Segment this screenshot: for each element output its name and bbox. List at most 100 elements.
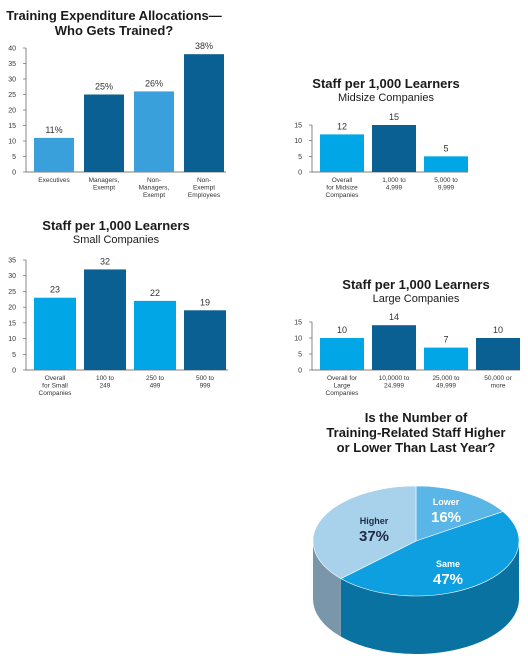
pie-slice-label: Higher [360,516,389,526]
category-label: 9,999 [438,185,455,192]
chart-subtitle: Small Companies [73,234,160,246]
bar [424,156,468,172]
pie-side-same [340,541,519,654]
chart-title: Staff per 1,000 Learners [342,277,489,292]
y-tick-label: 10 [294,138,302,145]
bar [184,310,226,370]
y-tick-label: 0 [298,170,302,177]
pie-slice-value: 16% [431,509,461,526]
category-label: Large [334,383,351,390]
bar-value-label: 38% [195,41,213,51]
category-label: Overall for [327,375,358,382]
category-label: Overall [332,177,353,184]
bar-value-label: 22 [150,288,160,298]
y-tick-label: 10 [8,336,16,343]
category-label: Executives [38,177,70,184]
bar [84,269,126,370]
category-label: Managers, [139,185,170,192]
category-label: 24,999 [384,383,404,390]
category-label: for Midsize [326,185,358,192]
y-tick-label: 25 [8,92,16,99]
pie-slice-label: Same [436,559,460,569]
category-label: Companies [326,192,360,199]
category-label: 10,0000 to [379,375,410,382]
category-label: 100 to [96,375,114,382]
bar-value-label: 10 [493,325,503,335]
bar [84,94,124,172]
category-label: 249 [100,383,111,390]
category-label: 499 [150,383,161,390]
category-label: more [491,383,506,390]
chart-training: Training Expenditure Allocations—Who Get… [6,8,226,199]
pie-slice-label: Lower [433,497,460,507]
y-tick-label: 10 [8,139,16,146]
y-tick-label: 15 [294,123,302,130]
bar-value-label: 5 [443,143,448,153]
y-tick-label: 5 [298,352,302,359]
y-tick-label: 35 [8,61,16,68]
chart-title: Training Expenditure Allocations— [6,8,222,23]
pie-slice-same [340,511,520,597]
chart-title: or Lower Than Last Year? [337,440,496,455]
category-label: Employees [188,192,221,199]
category-label: Managers, [89,177,120,184]
category-label: Companies [326,390,360,397]
y-tick-label: 0 [12,368,16,375]
chart-large: Staff per 1,000 Learners Large Companies 0… [294,277,520,397]
category-label: 25,000 to [432,375,459,382]
bar [372,125,416,172]
category-label: for Small [42,383,68,390]
bar-value-label: 11% [45,125,62,135]
chart-title: Is the Number of [365,410,468,425]
pie-slice-value: 37% [359,528,389,545]
bar-value-label: 32 [100,256,110,266]
bar [372,325,416,370]
bar-value-label: 7 [443,335,448,345]
category-label: 250 to [146,375,164,382]
bar [476,338,520,370]
bar-value-label: 25% [95,82,113,92]
chart-title: Training-Related Staff Higher [326,425,505,440]
bar [320,134,364,172]
y-tick-label: 30 [8,77,16,84]
bar-value-label: 10 [337,325,347,335]
y-tick-label: 30 [8,273,16,280]
pie-slice-value: 47% [433,571,463,588]
bar [34,297,76,370]
y-tick-label: 15 [8,123,16,130]
bar-value-label: 26% [145,78,163,88]
category-label: Exempt [143,192,165,199]
category-label: 999 [200,383,211,390]
y-tick-label: 25 [8,289,16,296]
bar [34,137,74,172]
category-label: 1,000 to [382,177,406,184]
category-label: Exempt [93,185,115,192]
category-label: Overall [45,375,66,382]
category-label: Non- [197,177,211,184]
bar [134,91,174,172]
y-tick-label: 5 [12,352,16,359]
y-tick-label: 15 [294,320,302,327]
category-label: 5,000 to [434,177,458,184]
y-tick-label: 0 [298,368,302,375]
pie-side-higher [313,541,341,637]
y-tick-label: 40 [8,46,16,53]
y-tick-label: 0 [12,170,16,177]
bar-value-label: 14 [389,312,399,322]
category-label: 500 to [196,375,214,382]
y-tick-label: 10 [294,336,302,343]
y-tick-label: 15 [8,320,16,327]
category-label: Exempt [193,185,215,192]
bar [320,338,364,370]
bar [424,347,468,370]
pie-slice-lower [415,485,504,542]
category-label: 50,000 or [484,375,512,382]
chart-title: Staff per 1,000 Learners [312,76,459,91]
bar [134,300,176,370]
bar-value-label: 19 [200,297,210,307]
category-label: 4,999 [386,185,403,192]
